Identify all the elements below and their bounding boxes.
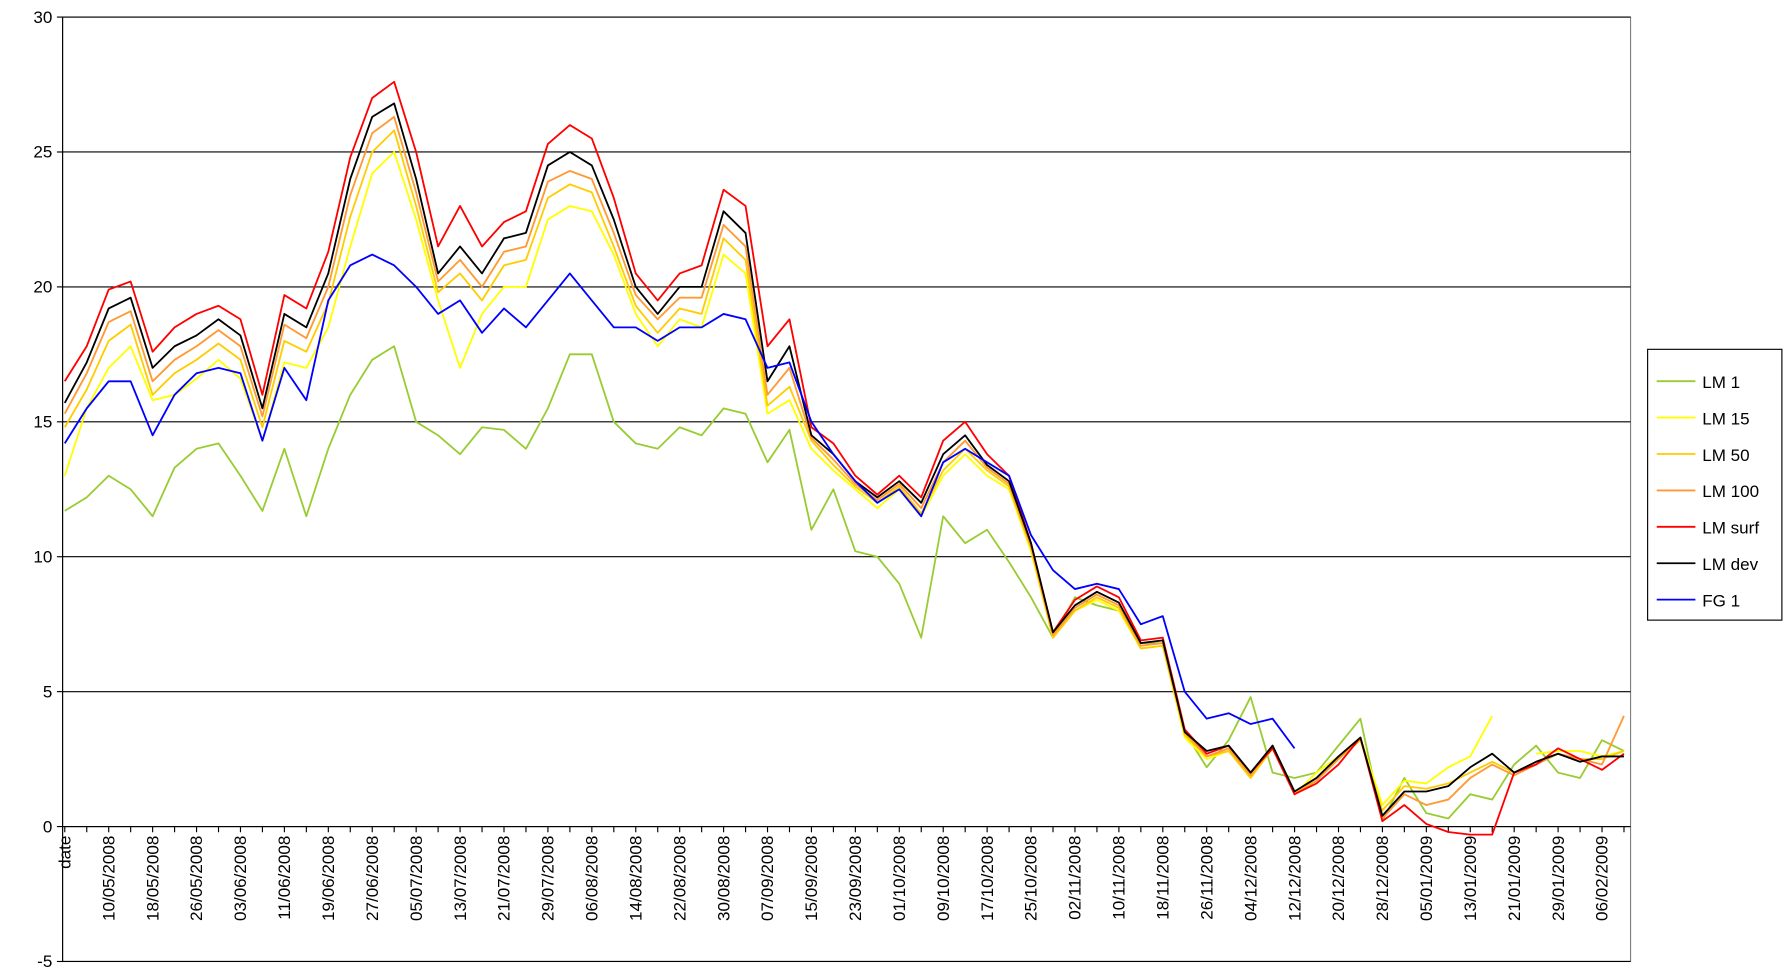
x-tick-label: 06/02/2009 [1593,836,1612,921]
x-tick-label: 19/06/2008 [319,836,338,921]
legend-label: LM dev [1702,555,1758,574]
x-tick-label: 25/10/2008 [1022,836,1041,921]
x-tick-label: 18/05/2008 [143,836,162,921]
x-tick-label: 09/10/2008 [934,836,953,921]
legend-box [1647,348,1783,621]
legend-label: LM surf [1702,519,1759,538]
x-tick-label: 03/06/2008 [231,836,250,921]
x-tick-label: 26/11/2008 [1197,836,1216,920]
x-tick-label: 23/09/2008 [846,836,865,921]
plot-area [62,16,1632,963]
legend-label: FG 1 [1702,591,1740,610]
legend-label: LM 15 [1702,409,1749,428]
y-tick-label: 30 [33,8,52,27]
series-line [64,345,1625,823]
x-tick-label: 26/05/2008 [187,836,206,921]
x-tick-label: 27/06/2008 [363,836,382,921]
x-tick-label: 11/06/2008 [275,836,294,920]
x-tick-label: 14/08/2008 [626,836,645,921]
x-tick-label: 10/05/2008 [99,836,118,921]
x-tick-label: 29/07/2008 [539,836,558,921]
x-tick-label: 01/10/2008 [890,836,909,921]
x-tick-label: 10/11/2008 [1110,836,1129,920]
y-tick-label: 0 [43,817,52,836]
x-tick-label: 05/07/2008 [407,836,426,921]
x-tick-label: 21/07/2008 [495,836,514,921]
x-tick-label: 28/12/2008 [1373,836,1392,921]
y-tick-label: -5 [37,952,52,971]
x-tick-label: 20/12/2008 [1329,836,1348,921]
y-tick-label: 25 [33,143,52,162]
x-tick-label: 13/07/2008 [451,836,470,921]
y-tick-label: 10 [33,547,52,566]
x-tick-label: 17/10/2008 [978,836,997,921]
x-tick-label: 29/01/2009 [1549,836,1568,921]
x-tick-label: 06/08/2008 [583,836,602,921]
legend-label: LM 1 [1702,373,1740,392]
x-tick-label: 04/12/2008 [1241,836,1260,921]
y-tick-label: 5 [43,682,52,701]
x-tick-label: 07/09/2008 [758,836,777,921]
x-tick-label: 05/01/2009 [1417,836,1436,921]
x-tick-label: 30/08/2008 [714,836,733,921]
x-tick-label: 18/11/2008 [1154,836,1173,920]
x-tick-label: 15/09/2008 [802,836,821,921]
series-line [63,253,1296,749]
x-tick-label: 21/01/2009 [1505,836,1524,921]
y-tick-label: 20 [33,278,52,297]
x-tick-label: 02/11/2008 [1066,836,1085,920]
legend-label: LM 100 [1702,482,1759,501]
y-tick-label: 15 [33,413,52,432]
x-tick-label: 22/08/2008 [670,836,689,921]
x-tick-label: date [55,836,74,869]
legend-label: LM 50 [1702,446,1749,465]
x-tick-label: 12/12/2008 [1285,836,1304,921]
x-tick-label: 13/01/2009 [1461,836,1480,921]
